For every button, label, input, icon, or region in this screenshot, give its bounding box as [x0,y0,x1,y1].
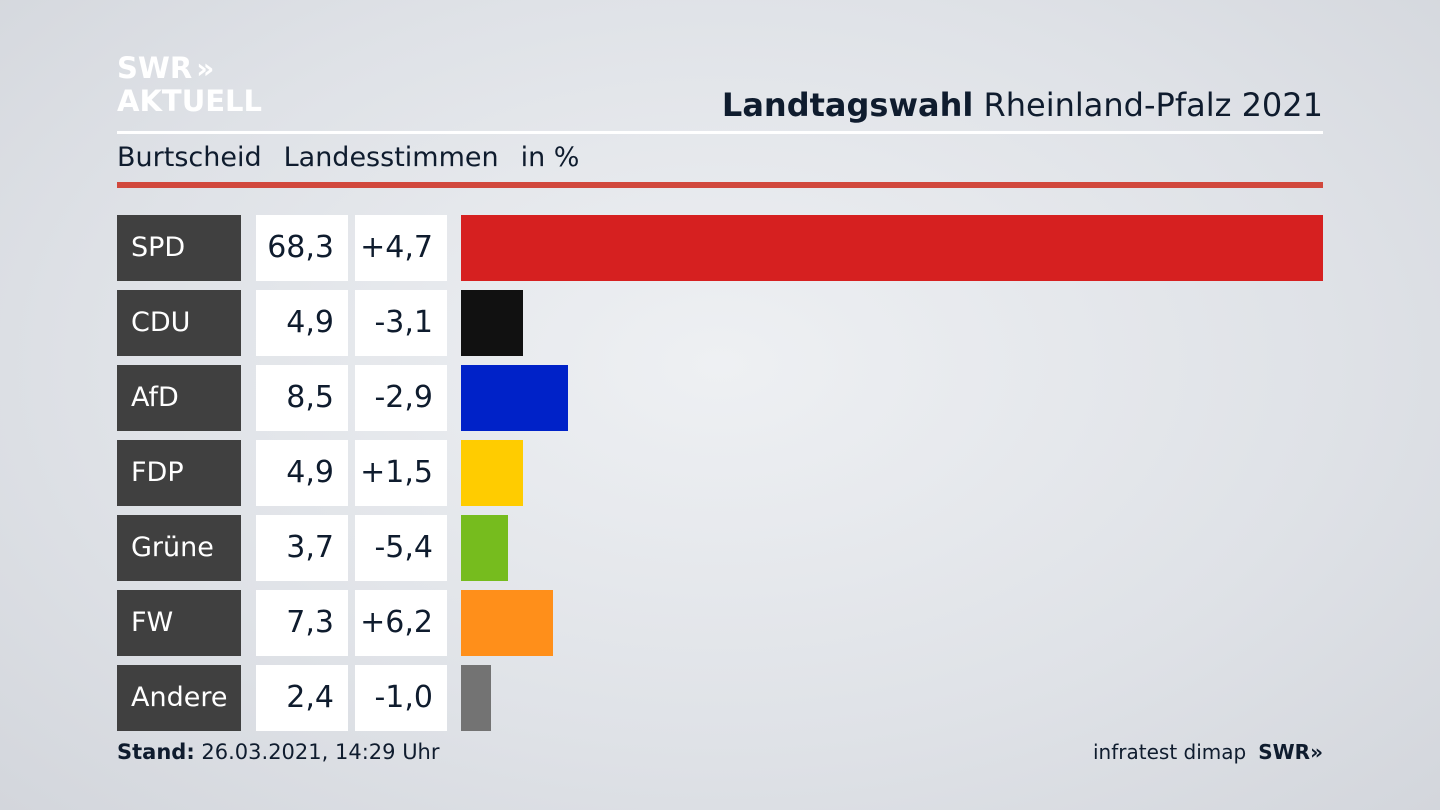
vote-share-bar [461,515,508,581]
stand-label: Stand: [117,740,195,764]
vote-change-label: +4,7 [355,215,447,281]
swr-aktuell-logo: SWR» AKTUELL [117,54,262,116]
source-text: infratest dimap [1093,740,1247,764]
vote-share-bar [461,665,492,731]
vote-change-label: -3,1 [355,290,447,356]
vote-share-bar [461,215,1323,281]
party-label: SPD [117,215,241,281]
vote-share-label: 2,4 [256,665,348,731]
footer-stand: Stand: 26.03.2021, 14:29 Uhr [117,740,440,764]
vote-share-bar [461,365,569,431]
vote-share-label: 68,3 [256,215,348,281]
vote-share-bar [461,440,523,506]
party-label: Andere [117,665,241,731]
vote-share-bar [461,590,554,656]
vote-change-label: -5,4 [355,515,447,581]
party-label: AfD [117,365,241,431]
vote-change-label: +1,5 [355,440,447,506]
vote-share-label: 7,3 [256,590,348,656]
subtitle-location: Burtscheid [117,142,262,173]
header-divider [117,131,1323,134]
vote-share-label: 4,9 [256,290,348,356]
subtitle-vote-type: Landesstimmen [283,142,499,173]
subtitle-divider [117,182,1323,188]
vote-change-label: +6,2 [355,590,447,656]
vote-share-label: 8,5 [256,365,348,431]
logo-aktuell-text: AKTUELL [117,84,263,118]
logo-swr-text: SWR [117,51,193,85]
footer-swr-logo: SWR» [1258,740,1323,764]
party-label: FDP [117,440,241,506]
party-label: FW [117,590,241,656]
chart-title-rest: Rheinland-Pfalz 2021 [983,86,1323,124]
chart-title: Landtagswahl Rheinland-Pfalz 2021 [722,86,1323,124]
party-label: Grüne [117,515,241,581]
chart-title-strong: Landtagswahl [721,86,974,124]
vote-change-label: -2,9 [355,365,447,431]
vote-share-bar [461,290,523,356]
stand-value: 26.03.2021, 14:29 Uhr [201,740,440,764]
vote-share-label: 4,9 [256,440,348,506]
vote-change-label: -1,0 [355,665,447,731]
logo-chevron-icon: » [196,51,214,85]
chart-subtitle: Burtscheid Landesstimmen in % [117,142,601,173]
party-label: CDU [117,290,241,356]
footer-source: infratest dimap SWR» [1093,740,1323,764]
vote-share-label: 3,7 [256,515,348,581]
subtitle-unit: in % [520,142,580,173]
